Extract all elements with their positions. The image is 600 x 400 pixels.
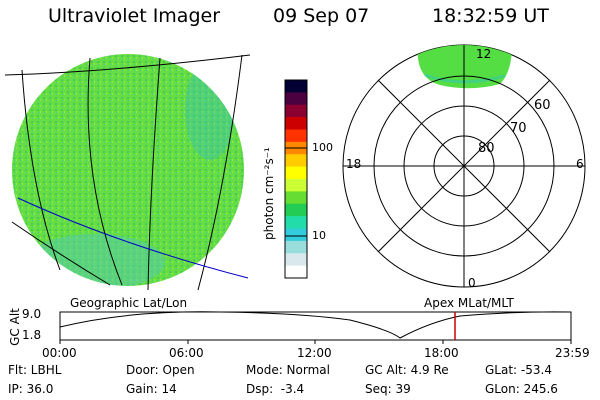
colorbar-band [285, 216, 307, 229]
polar-aurora-edge [424, 73, 506, 84]
colorbar [285, 80, 307, 279]
mlt-label-12: 12 [476, 47, 492, 61]
colorbar-unit-label: photon cm⁻²s⁻¹ [262, 147, 276, 240]
terminator-line [17, 197, 249, 279]
colorbar-band [285, 179, 307, 192]
colorbar-band [285, 191, 307, 205]
colorbar-band [285, 154, 307, 168]
colorbar-band [285, 117, 307, 130]
altitude-curve [59, 311, 572, 339]
colorbar-band [285, 104, 307, 118]
gc-alt-info: GC Alt: 4.9 Re [365, 363, 449, 377]
x-tick-label: 12:00 [297, 346, 332, 360]
colorbar-label-100: 100 [312, 141, 333, 154]
globe-edge-haze [25, 234, 165, 286]
mlat-label-80: 80 [478, 141, 495, 156]
geo-parallel [11, 221, 111, 286]
colorbar-label-10: 10 [312, 229, 326, 242]
colorbar-band [285, 166, 307, 180]
timeline-plot [59, 311, 572, 344]
geo-meridian [87, 57, 123, 286]
colorbar-frame [284, 79, 308, 279]
colorbar-band [285, 92, 307, 106]
instrument-title: Ultraviolet Imager [48, 5, 221, 27]
colorbar-band [285, 253, 307, 267]
geo-meridian [197, 54, 243, 291]
glon-info: GLon: 245.6 [485, 382, 558, 396]
mlat-label-70: 70 [510, 121, 527, 136]
mlt-label-18: 18 [346, 157, 362, 171]
gain-info: Gain: 14 [126, 382, 177, 396]
globe-limb-haze [185, 60, 235, 160]
glat-info: GLat: -53.4 [485, 363, 552, 377]
y-tick-9: 9.0 [22, 307, 42, 321]
polar-diagonal [377, 79, 551, 253]
date-display: 09 Sep 07 [273, 5, 370, 27]
geo-parallel [4, 54, 251, 76]
x-tick-label: 06:00 [169, 346, 204, 360]
x-tick-label: 23:59 [555, 346, 590, 360]
y-tick-1-8: 1.8 [22, 328, 42, 342]
polar-aurora-patch [417, 45, 512, 89]
colorbar-band [285, 203, 307, 217]
mlat-label-60: 60 [534, 98, 551, 113]
colorbar-band [285, 265, 307, 279]
geo-grid [4, 54, 251, 291]
x-tick-label: 00:00 [42, 346, 77, 360]
geo-meridian [147, 57, 161, 291]
colorbar-band [285, 129, 307, 143]
globe-image [4, 54, 251, 291]
polar-plot [342, 44, 586, 288]
colorbar-band [285, 240, 307, 254]
globe-caption: Geographic Lat/Lon [70, 296, 188, 310]
dsp-info: Dsp: -3.4 [246, 382, 305, 396]
seq-info: Seq: 39 [365, 382, 411, 396]
door-info: Door: Open [126, 363, 195, 377]
mlt-label-6: 6 [576, 157, 584, 171]
mlt-label-0: 0 [468, 276, 476, 290]
x-tick-label: 18:00 [424, 346, 459, 360]
polar-caption: Apex MLat/MLT [424, 296, 514, 310]
mode-info: Mode: Normal [246, 363, 330, 377]
filter-info: Flt: LBHL [8, 363, 62, 377]
colorbar-band [285, 80, 307, 93]
timeline-axis-label: GC Alt [8, 308, 22, 346]
ip-info: IP: 36.0 [8, 382, 54, 396]
colorbar-band [285, 228, 307, 242]
time-display: 18:32:59 UT [432, 5, 549, 27]
globe-disk [12, 54, 244, 286]
